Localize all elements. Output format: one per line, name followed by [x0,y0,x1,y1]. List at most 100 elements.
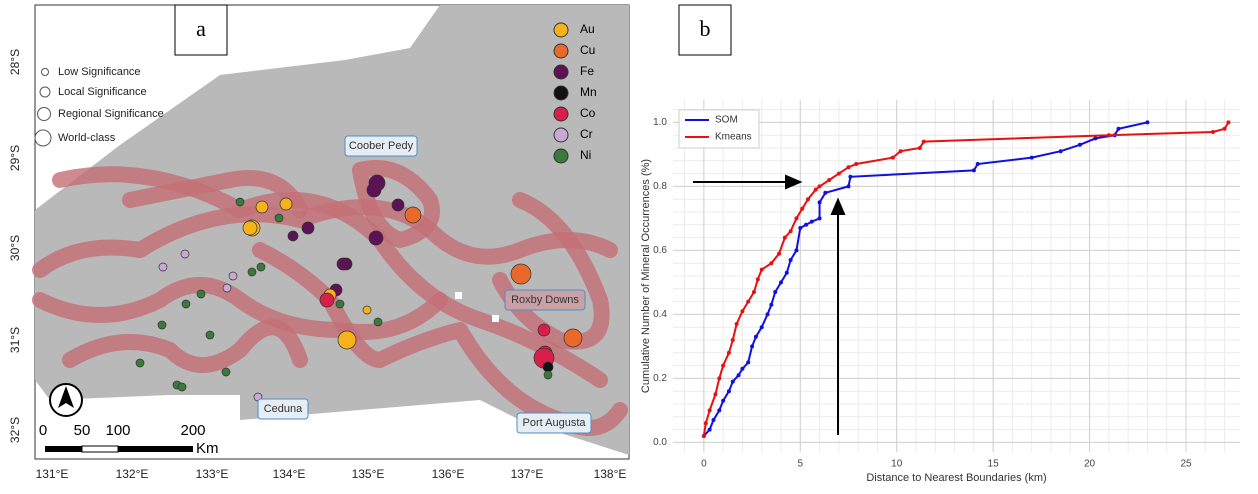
data-point [760,268,764,272]
occurrence [243,221,257,235]
data-point [789,258,793,262]
occurrence [363,306,371,314]
data-point [754,335,758,339]
data-point [740,367,744,371]
data-point [737,373,741,377]
place-label: Coober Pedy [349,140,414,152]
occurrence [564,329,582,347]
data-point [769,303,773,307]
mineral-legend-symbol [554,128,568,142]
mineral-legend-symbol [554,107,568,121]
lat-label: 29°S [8,145,22,171]
data-point [1226,120,1230,124]
data-point [704,421,708,425]
data-point [731,380,735,384]
data-point [972,168,976,172]
x-tick-label: 25 [1180,459,1192,470]
data-point [848,175,852,179]
data-point [708,408,712,412]
lat-label: 32°S [8,417,22,443]
lon-label: 135°E [352,467,385,481]
data-point [798,226,802,230]
occurrence [159,263,167,271]
scale-label: 200 [180,422,205,439]
data-point [746,360,750,364]
occurrence [338,331,356,349]
data-point [789,229,793,233]
occurrence [257,263,265,271]
data-point [750,344,754,348]
occurrence [248,268,256,276]
mineral-legend-symbol [554,86,568,100]
data-point [818,200,822,204]
data-point [708,428,712,432]
occurrence [197,290,205,298]
data-point [756,277,760,281]
legend-label: Kmeans [715,132,752,143]
data-point [727,389,731,393]
y-tick-label: 0.8 [653,181,667,192]
data-point [773,290,777,294]
data-point [847,165,851,169]
x-tick-label: 20 [1084,459,1096,470]
data-point [1223,127,1227,131]
place-label: Roxby Downs [511,294,579,306]
data-point [746,300,750,304]
data-point [1145,120,1149,124]
size-legend-label: Regional Significance [58,108,164,120]
lat-label: 28°S [8,49,22,75]
lon-label: 134°E [273,467,306,481]
occurrence [206,331,214,339]
data-point [827,178,831,182]
mineral-legend-label: Cu [580,43,595,57]
occurrence [369,231,383,245]
occurrence [392,199,404,211]
occurrence [256,201,268,213]
scale-bar [45,446,193,452]
data-point [918,146,922,150]
lon-label: 138°E [594,467,627,481]
occurrence [223,284,231,292]
north-arrow [50,384,82,416]
data-point [1107,133,1111,137]
data-point [717,376,721,380]
data-point [769,261,773,265]
data-point [727,351,731,355]
x-tick-label: 15 [988,459,1000,470]
occurrence [543,362,553,372]
x-tick-label: 10 [891,459,903,470]
data-point [794,216,798,220]
lon-label: 136°E [432,467,465,481]
data-point [766,312,770,316]
data-point [1117,127,1121,131]
occurrence [236,198,244,206]
lat-label: 31°S [8,327,22,353]
y-tick-label: 0.4 [653,309,667,320]
data-point [794,248,798,252]
data-point [721,364,725,368]
data-point [702,434,706,438]
lon-label: 132°E [116,467,149,481]
size-legend-label: Low Significance [58,66,141,78]
x-tick-label: 0 [701,459,707,470]
occurrence [288,231,298,241]
mineral-legend-symbol [554,44,568,58]
data-point [806,197,810,201]
data-point [899,149,903,153]
data-point [785,271,789,275]
data-point [800,207,804,211]
panel-label: b [700,16,711,41]
mineral-legend-symbol [554,65,568,79]
lon-label: 133°E [196,467,229,481]
data-point [891,156,895,160]
mineral-legend-label: Co [580,106,596,120]
occurrence [181,250,189,258]
y-tick-label: 0.2 [653,373,667,384]
scale-label: 0 [39,422,47,439]
occurrence [336,300,344,308]
white-spot [455,292,462,299]
y-tick-label: 1.0 [653,117,667,128]
y-axis-label: Cumulative Number of Mineral Occurrences… [640,159,652,393]
lon-label: 137°E [511,467,544,481]
mineral-legend-label: Au [580,22,595,36]
